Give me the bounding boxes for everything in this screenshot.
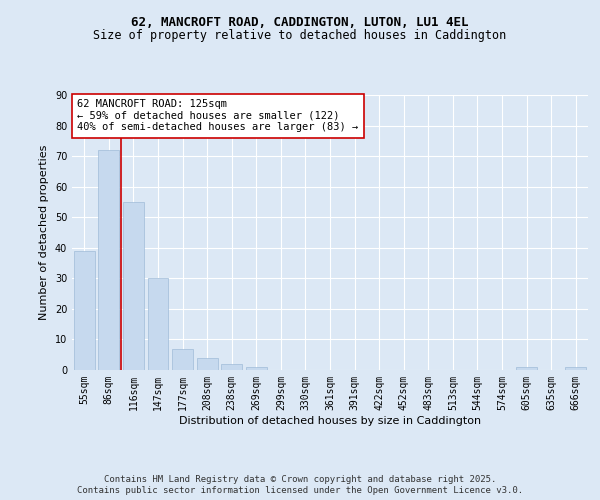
Bar (565, 367, 586, 370)
X-axis label: Distribution of detached houses by size in Caddington: Distribution of detached houses by size … (179, 416, 481, 426)
Bar (74, 251, 95, 370)
Text: 62, MANCROFT ROAD, CADDINGTON, LUTON, LU1 4EL: 62, MANCROFT ROAD, CADDINGTON, LUTON, LU… (131, 16, 469, 29)
Text: 62 MANCROFT ROAD: 125sqm
← 59% of detached houses are smaller (122)
40% of semi-: 62 MANCROFT ROAD: 125sqm ← 59% of detach… (77, 99, 358, 132)
Bar (98, 150, 119, 370)
Bar (172, 348, 193, 370)
Bar (123, 202, 144, 370)
Bar (148, 278, 169, 370)
Bar (197, 358, 218, 370)
Bar (221, 364, 242, 370)
Bar (516, 367, 537, 370)
Y-axis label: Number of detached properties: Number of detached properties (39, 145, 49, 320)
Bar (246, 367, 267, 370)
Text: Size of property relative to detached houses in Caddington: Size of property relative to detached ho… (94, 30, 506, 43)
Text: Contains HM Land Registry data © Crown copyright and database right 2025.
Contai: Contains HM Land Registry data © Crown c… (77, 476, 523, 494)
